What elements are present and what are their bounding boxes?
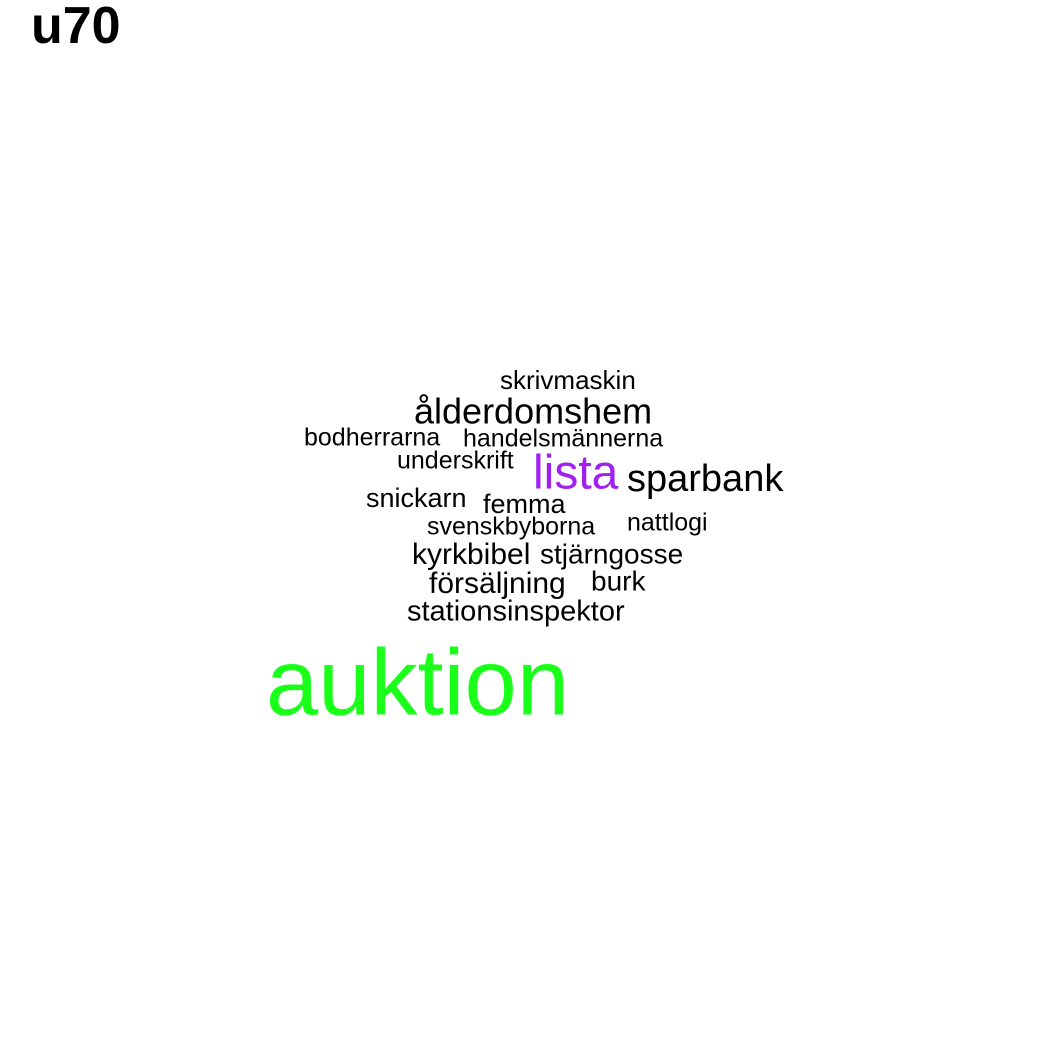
word-cloud-item: skrivmaskin (500, 364, 636, 395)
word-cloud-item: snickarn (366, 483, 467, 514)
word-cloud-item: auktion (266, 629, 570, 735)
word-cloud-item: svenskbyborna (427, 512, 596, 541)
word-cloud-item: stationsinspektor (407, 595, 625, 628)
word-cloud-item: sparbank (627, 457, 784, 500)
word-cloud-item: lista (533, 446, 619, 500)
word-cloud-item: nattlogi (627, 508, 708, 537)
word-cloud-item: stjärngosse (540, 538, 684, 570)
word-cloud-item: underskrift (397, 446, 514, 475)
word-cloud-item: bodherrarna (304, 423, 441, 452)
word-cloud-item: handelsmännerna (463, 424, 664, 453)
word-cloud-item: försäljning (429, 566, 566, 600)
word-cloud-item: kyrkbibel (412, 537, 531, 571)
page-title: u70 (31, 0, 121, 55)
word-cloud-item: ålderdomshem (414, 390, 653, 432)
word-cloud-item: burk (591, 565, 646, 597)
word-cloud-item: femma (483, 489, 566, 520)
